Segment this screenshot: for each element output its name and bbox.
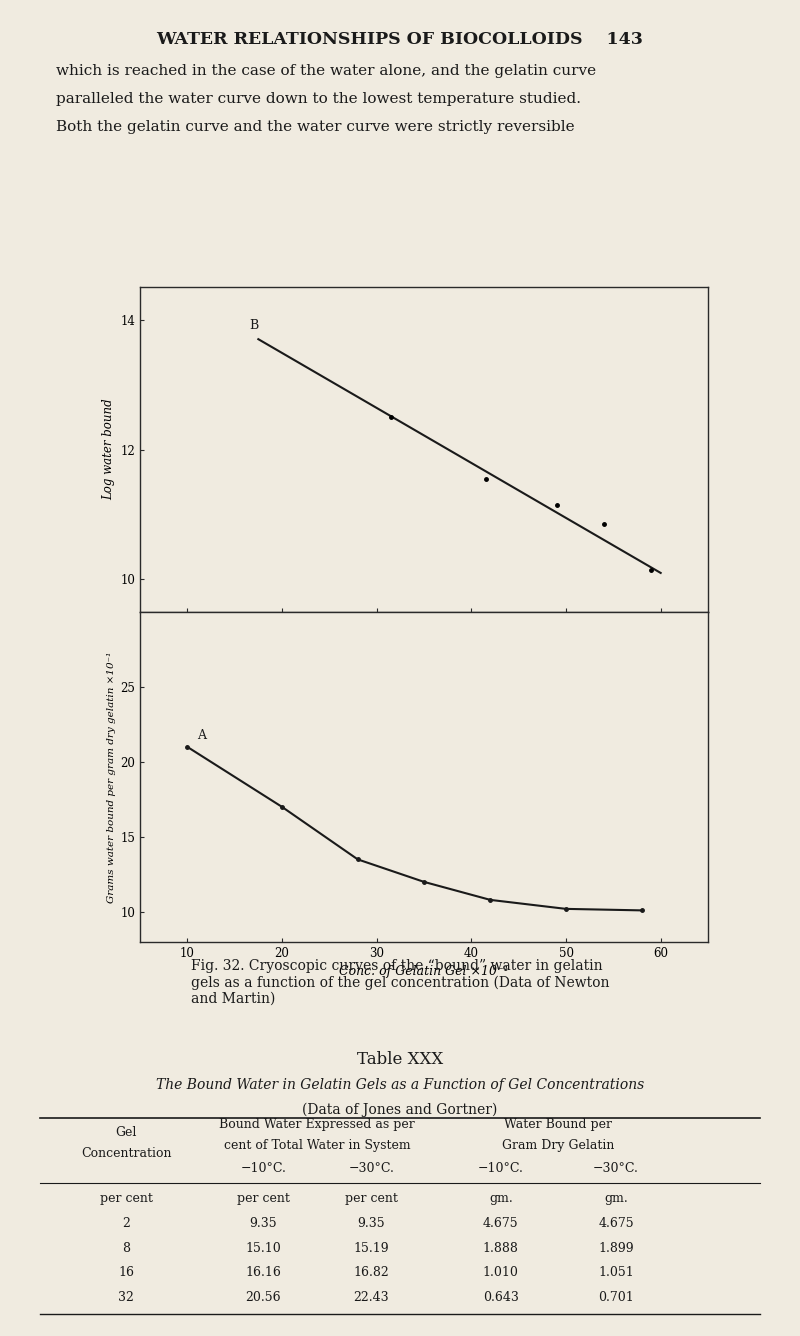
Text: 16.82: 16.82 bbox=[354, 1265, 389, 1279]
Text: −30°C.: −30°C. bbox=[348, 1162, 394, 1176]
Text: cent of Total Water in System: cent of Total Water in System bbox=[224, 1140, 410, 1152]
Text: 22.43: 22.43 bbox=[354, 1291, 389, 1304]
Text: WATER RELATIONSHIPS OF BIOCOLLOIDS    143: WATER RELATIONSHIPS OF BIOCOLLOIDS 143 bbox=[157, 31, 643, 48]
Text: gm.: gm. bbox=[489, 1192, 513, 1205]
Text: B: B bbox=[249, 319, 258, 333]
Text: 16: 16 bbox=[118, 1265, 134, 1279]
X-axis label: Log Conc.: Log Conc. bbox=[392, 636, 456, 648]
Text: 8: 8 bbox=[122, 1242, 130, 1256]
Text: 1.051: 1.051 bbox=[598, 1265, 634, 1279]
Text: 1.010: 1.010 bbox=[483, 1265, 518, 1279]
Text: Concentration: Concentration bbox=[81, 1148, 172, 1161]
Text: 15.19: 15.19 bbox=[354, 1242, 389, 1256]
Text: 0.701: 0.701 bbox=[598, 1291, 634, 1304]
Text: 9.35: 9.35 bbox=[250, 1217, 277, 1230]
Text: per cent: per cent bbox=[345, 1192, 398, 1205]
Text: Fig. 32. Cryoscopic curves of the “bound” water in gelatin
gels as a function of: Fig. 32. Cryoscopic curves of the “bound… bbox=[190, 959, 610, 1006]
Text: Both the gelatin curve and the water curve were strictly reversible: Both the gelatin curve and the water cur… bbox=[56, 120, 574, 134]
Text: 32: 32 bbox=[118, 1291, 134, 1304]
Text: gm.: gm. bbox=[604, 1192, 628, 1205]
Text: Gel: Gel bbox=[116, 1126, 137, 1140]
Text: −10°C.: −10°C. bbox=[478, 1162, 524, 1176]
Text: Table XXX: Table XXX bbox=[357, 1051, 443, 1069]
Text: per cent: per cent bbox=[100, 1192, 153, 1205]
Text: paralleled the water curve down to the lowest temperature studied.: paralleled the water curve down to the l… bbox=[56, 92, 581, 106]
Text: 1.899: 1.899 bbox=[598, 1242, 634, 1256]
Text: Bound Water Expressed as per: Bound Water Expressed as per bbox=[219, 1118, 415, 1130]
Text: −30°C.: −30°C. bbox=[593, 1162, 639, 1176]
X-axis label: Conc. of Gelatin Gel ×10⁻¹: Conc. of Gelatin Gel ×10⁻¹ bbox=[339, 966, 509, 978]
Text: 4.675: 4.675 bbox=[598, 1217, 634, 1230]
Text: per cent: per cent bbox=[237, 1192, 290, 1205]
Text: which is reached in the case of the water alone, and the gelatin curve: which is reached in the case of the wate… bbox=[56, 64, 596, 77]
Y-axis label: Log water bound: Log water bound bbox=[102, 398, 114, 501]
Text: 16.16: 16.16 bbox=[246, 1265, 281, 1279]
Text: 15.10: 15.10 bbox=[246, 1242, 281, 1256]
Text: −10°C.: −10°C. bbox=[240, 1162, 286, 1176]
Text: 9.35: 9.35 bbox=[358, 1217, 385, 1230]
Text: A: A bbox=[197, 729, 206, 743]
Text: Gram Dry Gelatin: Gram Dry Gelatin bbox=[502, 1140, 614, 1152]
Text: 1.888: 1.888 bbox=[483, 1242, 518, 1256]
Text: 2: 2 bbox=[122, 1217, 130, 1230]
Text: (Data of Jones and Gortner): (Data of Jones and Gortner) bbox=[302, 1102, 498, 1117]
Text: The Bound Water in Gelatin Gels as a Function of Gel Concentrations: The Bound Water in Gelatin Gels as a Fun… bbox=[156, 1078, 644, 1092]
Text: 20.56: 20.56 bbox=[246, 1291, 281, 1304]
Y-axis label: Grams water bound per gram dry gelatin ×10⁻¹: Grams water bound per gram dry gelatin ×… bbox=[107, 651, 116, 903]
Text: 0.643: 0.643 bbox=[483, 1291, 518, 1304]
Text: 4.675: 4.675 bbox=[483, 1217, 518, 1230]
Text: Water Bound per: Water Bound per bbox=[504, 1118, 613, 1130]
